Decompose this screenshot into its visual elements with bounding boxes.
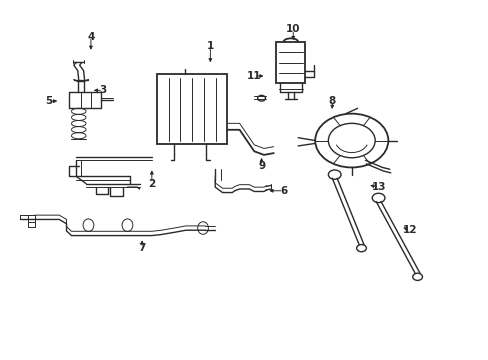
Text: 6: 6 xyxy=(279,186,286,196)
Text: 11: 11 xyxy=(246,71,261,81)
Text: 7: 7 xyxy=(138,243,145,253)
Text: 3: 3 xyxy=(99,85,106,95)
Text: 4: 4 xyxy=(87,32,94,41)
Text: 13: 13 xyxy=(370,182,385,192)
Text: 5: 5 xyxy=(45,96,52,106)
Text: 8: 8 xyxy=(328,96,335,106)
Text: 12: 12 xyxy=(402,225,417,235)
Text: 9: 9 xyxy=(258,161,264,171)
Bar xyxy=(157,74,227,144)
Text: 1: 1 xyxy=(206,41,214,50)
Bar xyxy=(276,42,305,83)
Text: 2: 2 xyxy=(148,179,155,189)
Text: 10: 10 xyxy=(285,24,300,35)
